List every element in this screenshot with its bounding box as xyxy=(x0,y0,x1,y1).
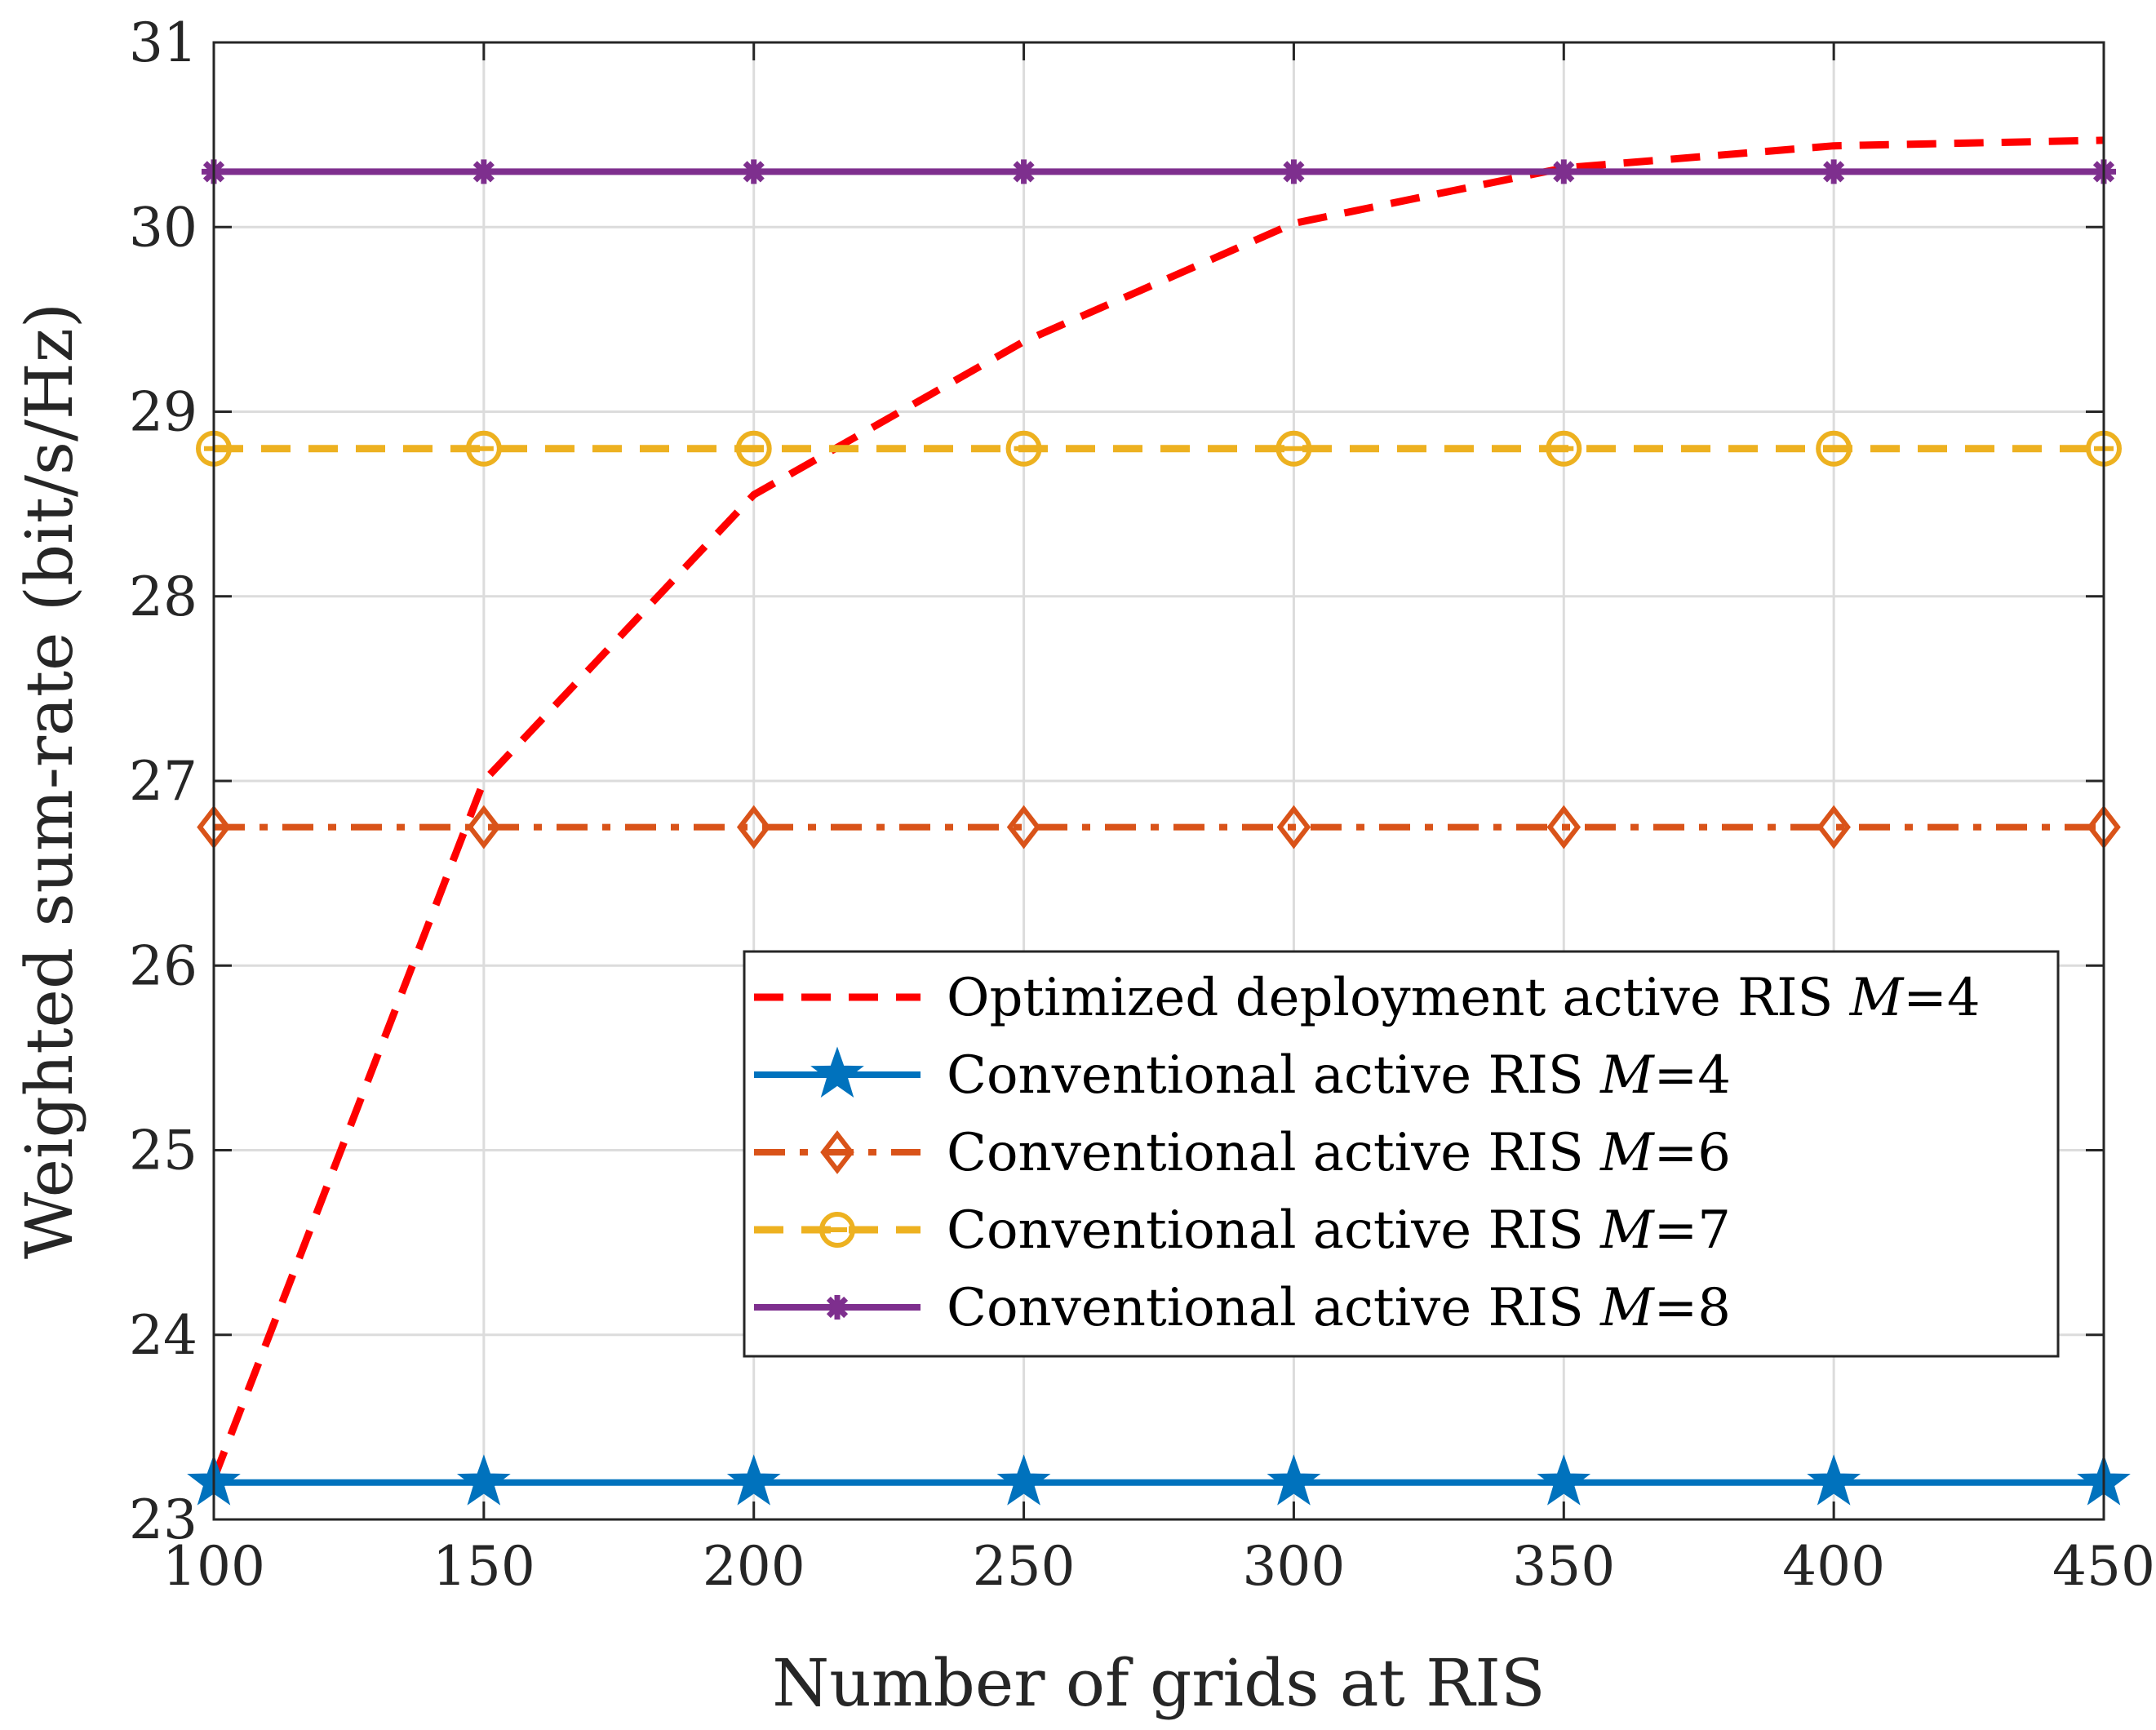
legend-marker-2 xyxy=(820,1130,854,1174)
legend-label-var: M xyxy=(1599,1278,1655,1338)
legend-label-text: Conventional active RIS xyxy=(947,1200,1600,1261)
x-tick-label: 200 xyxy=(703,1535,805,1598)
series-1-point xyxy=(1537,1454,1591,1506)
series-4-point xyxy=(1551,159,1577,184)
y-tick-label: 25 xyxy=(129,1120,197,1182)
series-4-point xyxy=(741,159,766,184)
y-tick-label: 31 xyxy=(129,11,197,74)
series-line-0 xyxy=(214,136,2104,1480)
series-1-point xyxy=(1267,1454,1321,1506)
y-tick-label: 29 xyxy=(129,381,197,444)
ticks: 100 150 200 250 300 350 400 450 23 24 25 26 27 28 29 30… xyxy=(129,11,2155,1598)
legend-label-var: M xyxy=(1599,1045,1655,1106)
y-tick-label: 28 xyxy=(129,566,197,628)
y-tick-label: 24 xyxy=(129,1304,197,1367)
x-tick-label: 350 xyxy=(1512,1535,1615,1598)
legend-label-1: Conventional active RIS M=4 xyxy=(947,1045,1731,1106)
legend: Optimized deployment active RIS M=4Conve… xyxy=(743,950,2060,1358)
series-1-point xyxy=(456,1454,511,1506)
legend-box xyxy=(743,950,2060,1358)
legend-marker-3 xyxy=(819,1212,855,1248)
y-tick-label: 26 xyxy=(129,934,197,997)
series-1-point xyxy=(726,1454,781,1506)
legend-marker-4 xyxy=(825,1295,850,1320)
series-3-point xyxy=(1005,430,1042,467)
series-3-point xyxy=(1816,430,1852,467)
series-4-point xyxy=(1011,159,1036,184)
legend-label-var: M xyxy=(1599,1123,1655,1183)
series-4-point xyxy=(1281,159,1306,184)
x-tick-label: 300 xyxy=(1242,1535,1345,1598)
legend-label-var: M xyxy=(1849,968,1905,1028)
series-2-point xyxy=(467,805,501,849)
y-tick-label: 27 xyxy=(129,750,197,813)
y-tick-label: 30 xyxy=(129,196,197,259)
series-3-point xyxy=(735,430,772,467)
legend-label-text: Conventional active RIS xyxy=(947,1045,1600,1106)
legend-label-value: =4 xyxy=(1903,968,1980,1028)
series-1-point xyxy=(1807,1454,1861,1506)
series-group xyxy=(214,136,2104,1486)
series-2-point xyxy=(1817,805,1851,849)
series-2-point xyxy=(1546,805,1582,849)
series-3-point xyxy=(465,430,502,467)
x-axis-label: Number of grids at RIS xyxy=(772,1645,1545,1721)
legend-marker-1 xyxy=(810,1046,864,1098)
legend-label-var: M xyxy=(1599,1200,1655,1261)
legend-label-value: =7 xyxy=(1654,1200,1731,1261)
legend-label-text: Conventional active RIS xyxy=(947,1278,1600,1338)
series-2-point xyxy=(1006,805,1041,849)
legend-label-text: Conventional active RIS xyxy=(947,1123,1600,1183)
series-4-point xyxy=(1821,159,1847,184)
series-3-point xyxy=(1546,430,1582,467)
series-1-point xyxy=(996,1454,1051,1506)
legend-label-0: Optimized deployment active RIS M=4 xyxy=(947,968,1981,1028)
x-tick-label: 400 xyxy=(1782,1535,1885,1598)
series-4-point xyxy=(471,159,496,184)
x-tick-label: 250 xyxy=(973,1535,1076,1598)
x-tick-label: 100 xyxy=(162,1535,265,1598)
y-axis-label: Weighted sum-rate (bit/s/Hz) xyxy=(11,303,87,1259)
y-tick-label: 23 xyxy=(129,1488,197,1551)
series-3-point xyxy=(1275,430,1312,467)
legend-label-value: =8 xyxy=(1654,1278,1731,1338)
legend-label-text: Optimized deployment active RIS xyxy=(947,968,1850,1028)
legend-label-value: =6 xyxy=(1654,1123,1731,1183)
x-tick-label: 450 xyxy=(2052,1535,2155,1598)
series-2-point xyxy=(736,805,771,849)
series-2-point xyxy=(1276,805,1311,849)
legend-label-2: Conventional active RIS M=6 xyxy=(947,1123,1731,1183)
x-tick-label: 150 xyxy=(433,1535,535,1598)
legend-label-4: Conventional active RIS M=8 xyxy=(947,1278,1731,1338)
legend-label-3: Conventional active RIS M=7 xyxy=(947,1200,1731,1261)
legend-label-value: =4 xyxy=(1654,1045,1731,1106)
